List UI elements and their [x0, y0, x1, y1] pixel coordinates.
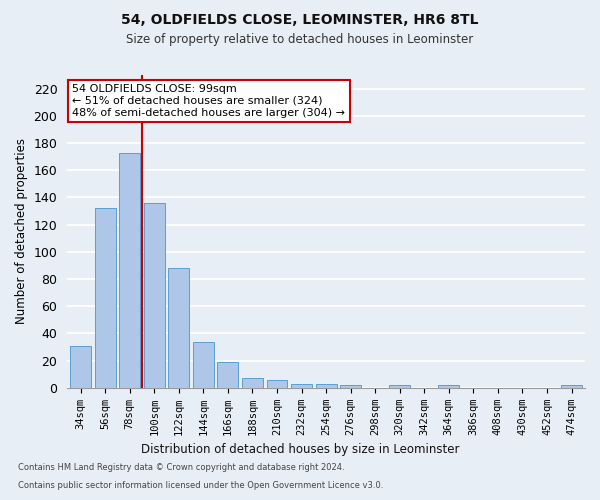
Bar: [169, 268, 189, 388]
Text: Contains HM Land Registry data © Crown copyright and database right 2024.: Contains HM Land Registry data © Crown c…: [18, 464, 344, 472]
Bar: [70, 346, 91, 388]
Bar: [144, 203, 165, 388]
Text: Distribution of detached houses by size in Leominster: Distribution of detached houses by size …: [141, 442, 459, 456]
Y-axis label: Number of detached properties: Number of detached properties: [15, 138, 28, 324]
Bar: [561, 385, 582, 388]
Bar: [217, 362, 238, 388]
Bar: [266, 380, 287, 388]
Bar: [242, 378, 263, 388]
Bar: [95, 208, 116, 388]
Bar: [340, 385, 361, 388]
Bar: [439, 385, 459, 388]
Bar: [193, 342, 214, 388]
Bar: [119, 152, 140, 388]
Text: Contains public sector information licensed under the Open Government Licence v3: Contains public sector information licen…: [18, 481, 383, 490]
Text: Size of property relative to detached houses in Leominster: Size of property relative to detached ho…: [127, 32, 473, 46]
Bar: [291, 384, 312, 388]
Text: 54 OLDFIELDS CLOSE: 99sqm
← 51% of detached houses are smaller (324)
48% of semi: 54 OLDFIELDS CLOSE: 99sqm ← 51% of detac…: [73, 84, 346, 117]
Bar: [389, 385, 410, 388]
Bar: [316, 384, 337, 388]
Text: 54, OLDFIELDS CLOSE, LEOMINSTER, HR6 8TL: 54, OLDFIELDS CLOSE, LEOMINSTER, HR6 8TL: [121, 12, 479, 26]
